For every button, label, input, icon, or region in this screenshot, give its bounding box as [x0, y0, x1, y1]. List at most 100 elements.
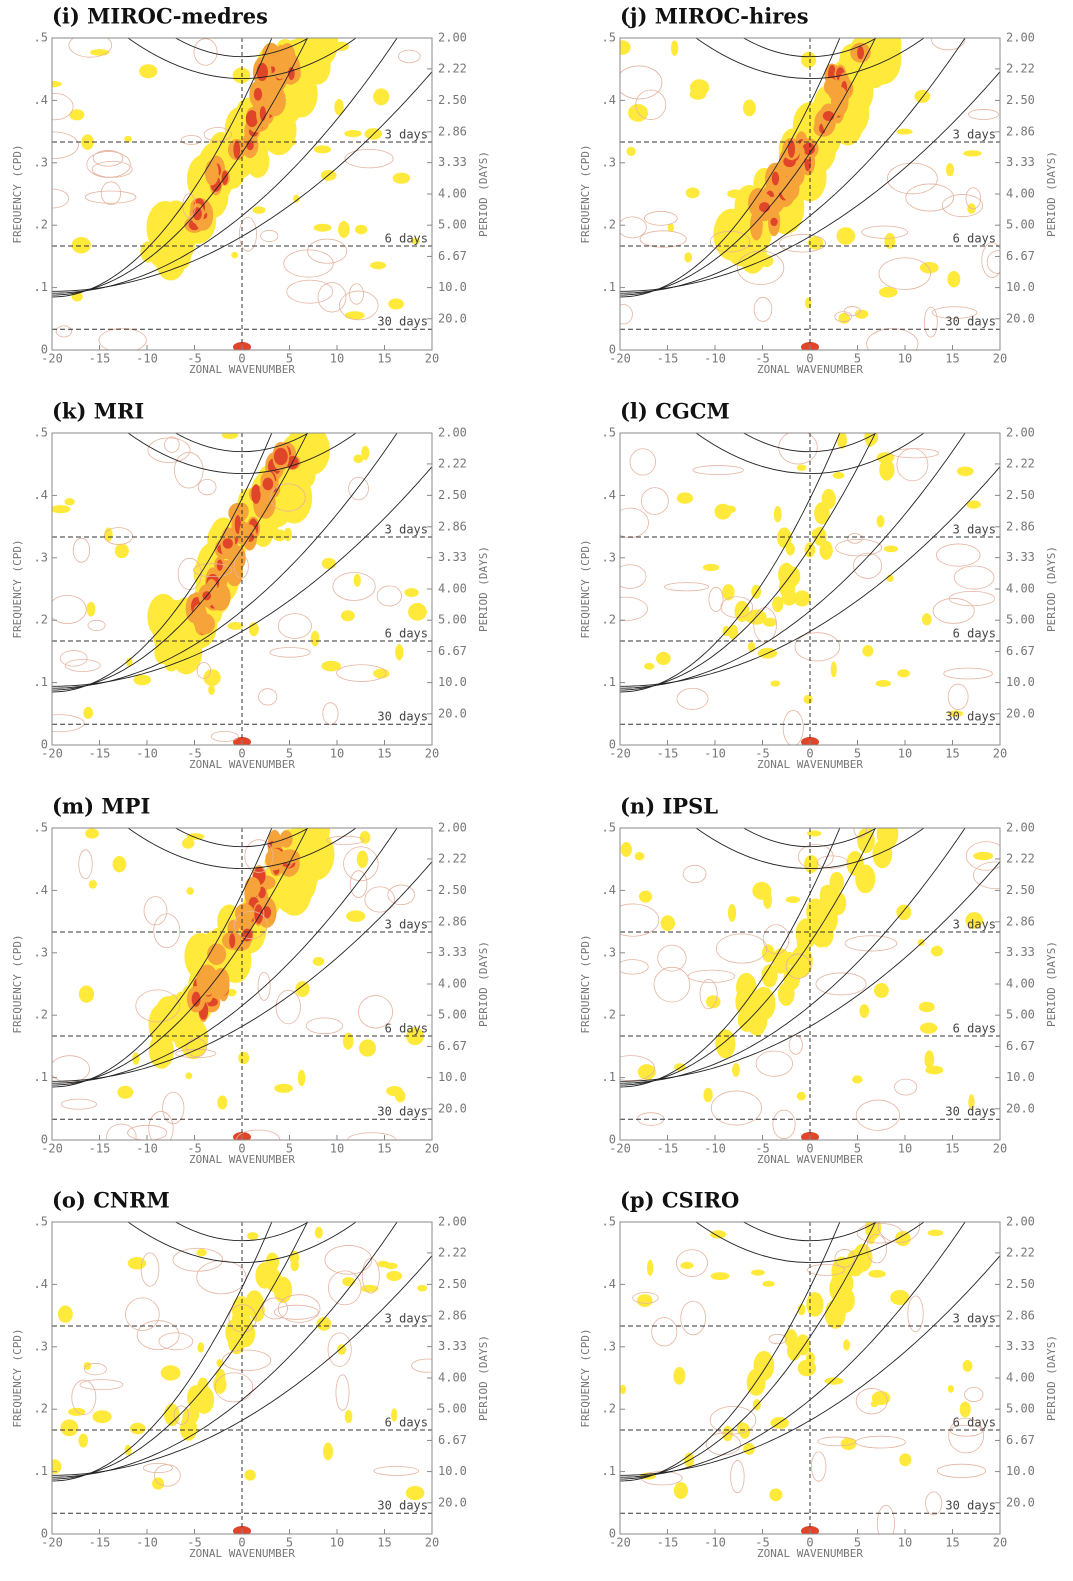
y2-axis-label: PERIOD (DAYS)	[477, 546, 490, 632]
shading	[811, 528, 819, 539]
faint-contour	[943, 667, 993, 680]
faint-contour	[332, 572, 376, 601]
faint-contour	[835, 538, 883, 557]
faint-contour	[866, 328, 919, 350]
shading	[152, 1477, 165, 1490]
y2-tick-label: 3.33	[438, 945, 467, 959]
shading	[394, 1089, 406, 1103]
shading	[636, 1294, 653, 1308]
shading	[313, 145, 331, 154]
faint-contour	[335, 1374, 350, 1411]
faint-contour	[807, 1264, 846, 1276]
y-tick-label: .1	[34, 1464, 48, 1478]
faint-contour	[680, 1300, 706, 1336]
shading	[182, 1408, 196, 1428]
dispersion-curve	[127, 1222, 357, 1263]
faint-contour	[210, 730, 239, 742]
x-tick-label: -15	[657, 352, 679, 366]
period-label: 30 days	[945, 315, 996, 329]
shading	[763, 617, 777, 627]
faint-contour	[71, 1379, 97, 1416]
faint-contour	[653, 966, 691, 1003]
y-tick-label: .3	[34, 155, 48, 169]
shading	[186, 887, 194, 895]
x-tick-label: 20	[425, 352, 439, 366]
shading	[722, 584, 735, 601]
y-tick-label: .4	[602, 1277, 616, 1291]
faint-contour	[620, 564, 647, 589]
shading	[124, 135, 132, 143]
shading	[192, 603, 208, 630]
y-tick-label: .4	[34, 883, 48, 897]
period-label: 6 days	[385, 1416, 428, 1430]
faint-contour	[973, 861, 1000, 890]
period-label: 6 days	[385, 1022, 428, 1036]
period-label: 6 days	[953, 1022, 996, 1036]
shading	[232, 67, 251, 84]
faint-contour	[720, 596, 754, 618]
shading	[801, 51, 817, 68]
faint-contour	[147, 437, 191, 463]
shading	[370, 261, 387, 270]
shading	[676, 492, 694, 504]
y-tick-label: .4	[602, 93, 616, 107]
shading	[60, 1419, 79, 1437]
faint-contour	[228, 1304, 257, 1333]
shading	[411, 237, 420, 245]
shading	[879, 458, 895, 481]
shading	[626, 146, 636, 156]
shading	[353, 573, 361, 587]
shading	[868, 1269, 886, 1278]
faint-contour	[817, 1436, 857, 1447]
shading	[404, 588, 419, 598]
shading	[197, 1342, 205, 1353]
shading	[244, 1469, 256, 1481]
shading	[228, 545, 246, 571]
faint-contour	[797, 844, 834, 870]
faint-contour	[72, 537, 91, 563]
faint-contour	[260, 229, 279, 242]
y-tick-label: .2	[34, 218, 48, 232]
y2-tick-label: 3.33	[438, 155, 467, 169]
y-tick-label: .5	[34, 426, 48, 440]
y-tick-label: 0	[41, 1527, 48, 1541]
y2-tick-label: 20.0	[438, 1495, 467, 1509]
shading	[196, 964, 219, 996]
faint-contour	[52, 594, 87, 624]
period-label: 3 days	[953, 523, 996, 537]
x-tick-label: 10	[330, 1536, 344, 1550]
y2-tick-label: 4.00	[1006, 1371, 1035, 1385]
shading	[831, 86, 849, 116]
x-tick-label: -15	[657, 747, 679, 761]
shading	[673, 1482, 688, 1499]
period-label: 3 days	[953, 918, 996, 932]
panel-title: (l) CGCM	[620, 399, 730, 424]
faint-contour	[257, 971, 271, 1001]
shading	[771, 171, 780, 186]
period-label: 6 days	[953, 1416, 996, 1430]
shading	[761, 944, 775, 963]
shading	[338, 220, 350, 238]
dispersion-curve	[175, 1222, 309, 1242]
panel: 3 days 6 days 30 days -20 -15 -10 -5 0 5 10 15 20 ZO…	[579, 794, 1058, 1167]
x-tick-label: 15	[945, 1142, 959, 1156]
faint-contour	[87, 619, 106, 631]
y-tick-label: .1	[34, 1070, 48, 1084]
x-axis-label: ZONAL WAVENUMBER	[189, 363, 295, 376]
shading	[265, 1268, 282, 1292]
faint-contour	[258, 688, 278, 706]
y2-tick-label: 2.22	[438, 61, 467, 75]
x-tick-label: 0	[806, 352, 813, 366]
y2-tick-label: 6.67	[1006, 1433, 1035, 1447]
faint-contour	[887, 162, 938, 195]
y2-tick-label: 20.0	[1006, 706, 1035, 720]
faint-contour	[92, 150, 124, 167]
shading	[667, 223, 674, 232]
faint-contour	[640, 487, 669, 515]
shading	[239, 521, 250, 546]
y-tick-label: 0	[609, 1527, 616, 1541]
shading	[930, 945, 944, 957]
faint-contour	[905, 183, 955, 212]
faint-contour	[361, 1257, 380, 1294]
shading	[359, 1039, 377, 1057]
